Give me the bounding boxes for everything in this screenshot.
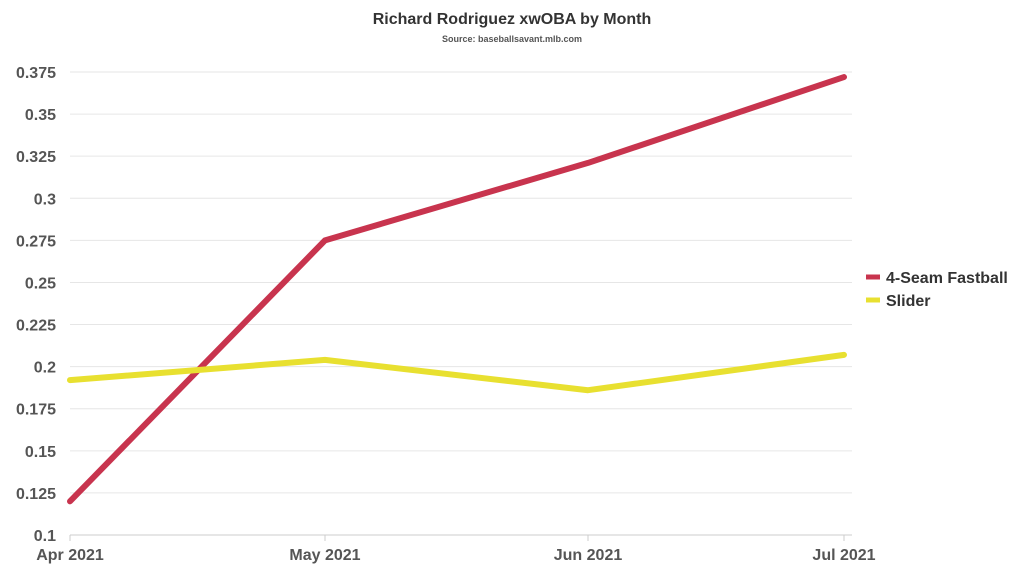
- y-tick-label: 0.175: [16, 402, 56, 419]
- y-tick-label: 0.225: [16, 318, 56, 335]
- x-tick-label: Jul 2021: [812, 547, 875, 564]
- y-tick-label: 0.2: [34, 360, 56, 377]
- series-lines: [67, 74, 847, 505]
- y-tick-label: 0.125: [16, 486, 56, 503]
- x-tick-label: Apr 2021: [36, 547, 104, 564]
- x-tick-label: Jun 2021: [554, 547, 623, 564]
- chart-subtitle: Source: baseballsavant.mlb.com: [442, 34, 582, 44]
- y-tick-label: 0.375: [16, 65, 56, 82]
- y-tick-label: 0.275: [16, 233, 56, 250]
- legend-label: Slider: [886, 293, 930, 310]
- y-axis-tick-labels: 0.1 0.125 0.15 0.175 0.2 0.225 0.25 0.275 0.3 0.3…: [16, 65, 56, 545]
- y-tick-label: 0.35: [25, 107, 56, 124]
- series-line-1: [67, 351, 847, 394]
- x-axis-tick-labels: Apr 2021 May 2021 Jun 2021 Jul 2021: [36, 535, 876, 564]
- legend-label: 4-Seam Fastball: [886, 270, 1008, 287]
- y-tick-label: 0.15: [25, 444, 56, 461]
- y-tick-label: 0.325: [16, 149, 56, 166]
- grid-lines: [70, 71, 852, 536]
- y-tick-label: 0.25: [25, 275, 56, 292]
- legend: 4-Seam Fastball Slider: [866, 270, 1008, 310]
- chart-title: Richard Rodriguez xwOBA by Month: [373, 11, 652, 28]
- y-tick-label: 0.3: [34, 191, 56, 208]
- x-tick-label: May 2021: [289, 547, 360, 564]
- series-line-0: [67, 74, 847, 505]
- y-tick-label: 0.1: [34, 528, 56, 545]
